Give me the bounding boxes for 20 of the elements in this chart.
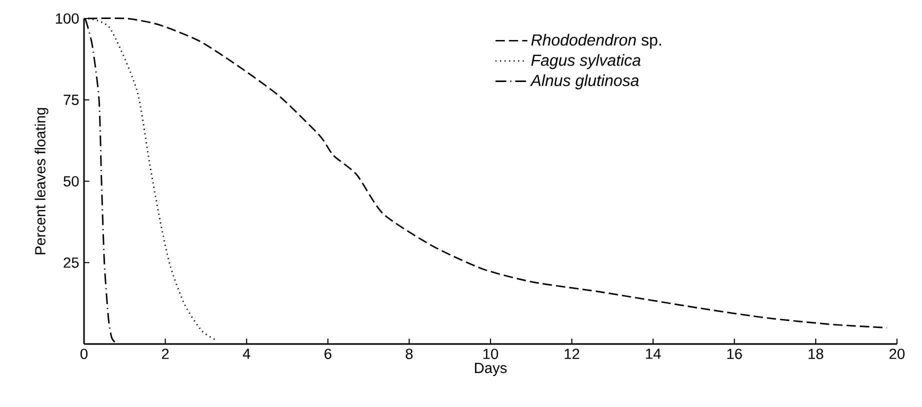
legend-label: Rhododendron sp. xyxy=(531,34,661,49)
y-tick-label: 25 xyxy=(64,257,79,268)
x-tick-label: 12 xyxy=(564,348,580,359)
x-tick-label: 16 xyxy=(727,348,742,360)
legend-label: Alnus glutinosa xyxy=(530,74,639,90)
x-tick-label: 18 xyxy=(808,348,824,360)
x-tick-label: 0 xyxy=(80,348,88,360)
x-tick-label: 10 xyxy=(483,348,498,360)
x-tick-label: 6 xyxy=(324,348,332,360)
y-tick-label: 75 xyxy=(64,94,79,106)
x-tick-label: 14 xyxy=(646,348,661,359)
y-axis-title: Percent leaves floating xyxy=(34,108,48,254)
x-tick-label: 2 xyxy=(162,348,169,359)
y-tick-label: 100 xyxy=(56,13,79,24)
x-axis-title: Days xyxy=(475,362,507,376)
x-tick-label: 4 xyxy=(242,348,250,359)
x-tick-label: 8 xyxy=(406,348,413,360)
legend-label: Fagus sylvatica xyxy=(531,54,640,70)
y-tick-label: 50 xyxy=(64,176,79,186)
x-tick-label: 20 xyxy=(890,348,905,360)
